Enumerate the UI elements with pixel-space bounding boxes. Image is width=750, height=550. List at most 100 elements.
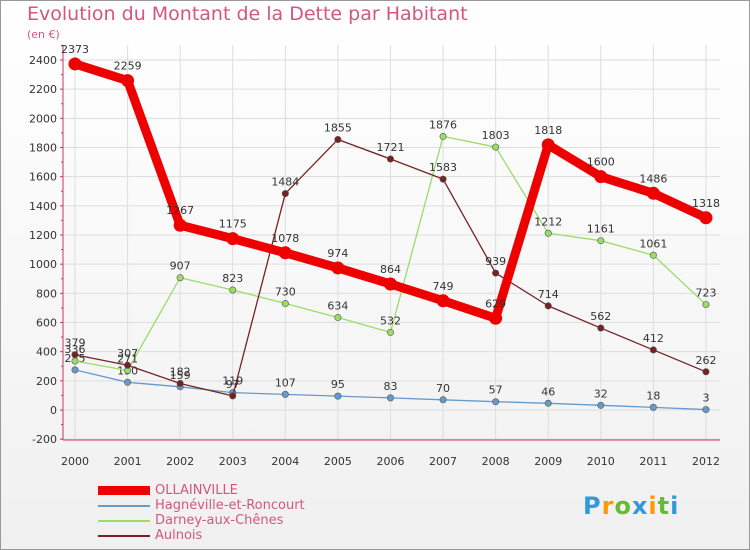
data-point [649,403,657,411]
logo-letter: x [631,492,649,520]
data-point [597,324,605,332]
data-point [386,155,394,163]
y-tick-label: 800 [36,287,57,300]
x-tick-label: 2002 [166,455,194,468]
data-label: 1061 [639,237,667,250]
data-point [436,294,450,308]
data-label: 864 [380,263,401,276]
data-point [646,186,660,200]
data-label: 1600 [587,156,615,169]
data-label: 83 [383,380,397,393]
data-label: 307 [117,347,138,360]
logo-letter: i [648,492,658,520]
y-tick-label: -200 [32,433,57,446]
x-tick-label: 2009 [534,455,562,468]
legend-label: OLLAINVILLE [155,483,238,498]
chart-title: Evolution du Montant de la Dette par Hab… [27,3,468,25]
data-label: 2373 [61,43,89,56]
data-point [541,138,555,152]
data-point [278,246,292,260]
data-point [597,237,605,245]
data-label: 562 [590,310,611,323]
data-point [649,251,657,259]
data-point [281,190,289,198]
data-label: 1583 [429,161,457,174]
data-label: 749 [433,280,454,293]
y-tick-label: 200 [36,375,57,388]
data-point [489,311,503,325]
data-point [649,346,657,354]
data-label: 1212 [534,215,562,228]
data-point [334,314,342,322]
data-point [281,300,289,308]
data-label: 182 [170,365,191,378]
data-label: 95 [331,378,345,391]
data-point [439,396,447,404]
data-label: 974 [327,247,348,260]
legend-swatch [98,486,150,495]
data-label: 379 [65,337,86,350]
data-point [281,390,289,398]
data-point [229,392,237,400]
data-point [124,361,132,369]
data-point [544,302,552,310]
y-tick-label: 1600 [29,171,57,184]
logo-letter: i [670,492,680,520]
data-point [702,406,710,414]
data-point [544,229,552,237]
data-point [121,74,135,88]
chart-unit-label: (en €) [27,28,60,41]
data-label: 629 [485,297,506,310]
data-label: 70 [436,382,450,395]
data-label: 723 [695,287,716,300]
data-label: 730 [275,286,296,299]
data-label: 1855 [324,121,352,134]
y-tick-label: 600 [36,317,57,330]
data-label: 1078 [271,232,299,245]
data-label: 97 [226,378,240,391]
data-label: 107 [275,376,296,389]
data-point [439,132,447,140]
data-label: 1486 [639,172,667,185]
data-point [597,401,605,409]
data-label: 32 [594,387,608,400]
y-tick-label: 2000 [29,112,57,125]
y-tick-label: 1000 [29,258,57,271]
data-label: 1267 [166,204,194,217]
y-tick-label: 0 [50,404,57,417]
y-tick-label: 2200 [29,83,57,96]
x-tick-label: 2007 [429,455,457,468]
data-point [124,378,132,386]
data-label: 1318 [692,197,720,210]
x-tick-label: 2010 [587,455,615,468]
logo-letter: o [614,492,632,520]
data-label: 532 [380,314,401,327]
data-point [702,301,710,309]
data-point [386,394,394,402]
proxiti-logo: Proxiti [583,492,679,520]
data-point [71,351,79,359]
data-label: 1818 [534,124,562,137]
data-point [702,368,710,376]
x-tick-label: 2008 [482,455,510,468]
x-tick-label: 2006 [376,455,404,468]
y-tick-label: 1200 [29,229,57,242]
data-point [176,274,184,282]
data-point [383,277,397,291]
legend-swatch [98,505,150,507]
data-point [386,328,394,336]
x-tick-label: 2001 [114,455,142,468]
data-label: 1161 [587,223,615,236]
data-label: 1803 [482,129,510,142]
data-point [439,175,447,183]
data-label: 57 [489,384,503,397]
data-point [173,218,187,232]
data-point [492,269,500,277]
legend-label: Aulnois [155,528,203,543]
data-point [176,379,184,387]
data-label: 1876 [429,118,457,131]
data-label: 336 [65,343,86,356]
data-point [229,286,237,294]
legend-swatch [98,535,150,537]
